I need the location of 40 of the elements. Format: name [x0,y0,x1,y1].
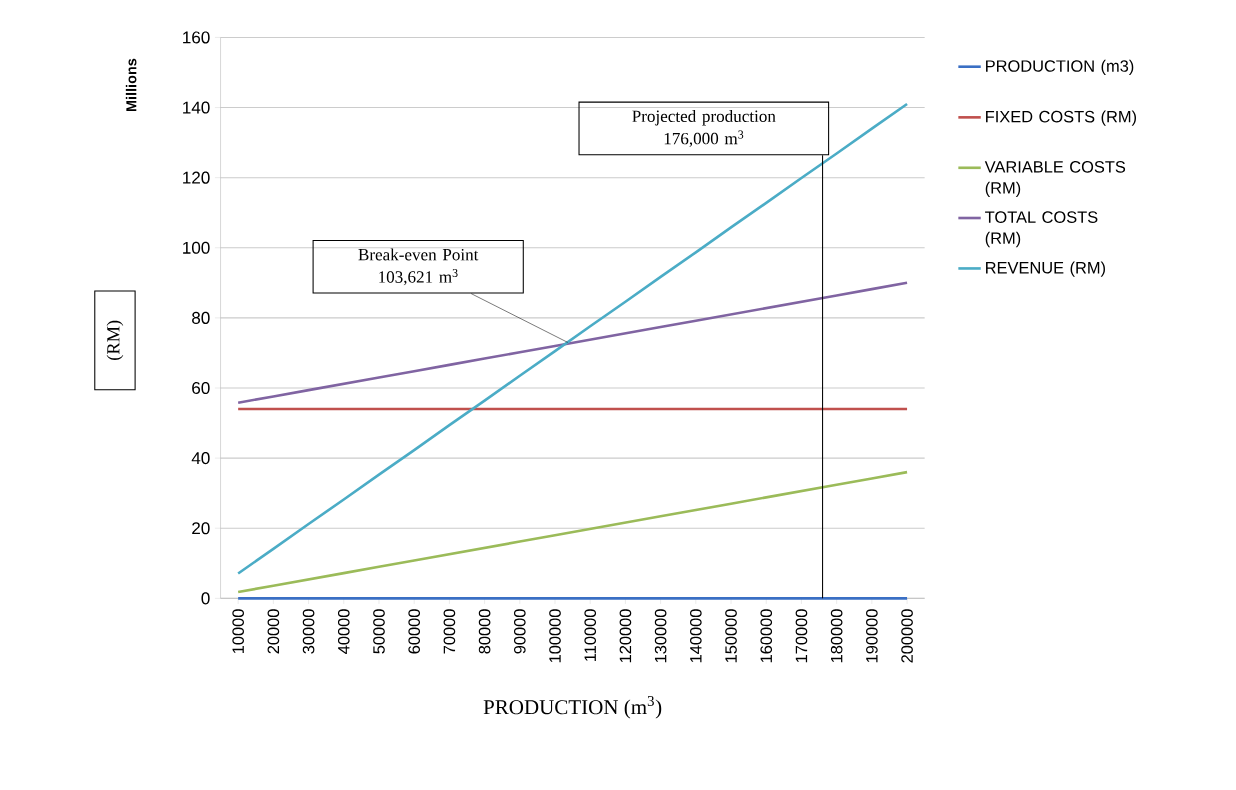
y-tick-label: 80 [192,311,210,324]
ref-line-label: Projected production 176,000 m$^{3}$ [632,109,776,147]
text: Millions [125,58,137,111]
legend-label: FIXED COSTS (RM) [986,110,1137,126]
x-tick-label: 60000 [408,609,420,654]
x-tick-label: 100000 [549,609,561,663]
x-tick-label: 80000 [478,609,491,654]
line-series [236,102,909,575]
x-tick-label: 30000 [302,609,315,654]
legend-label: REVENUE (RM) [986,261,1105,277]
y-tick-label: 0 [201,592,210,605]
x-tick-label: 130000 [654,609,667,663]
y-axis-title: (RM) [106,320,124,360]
y-tick-label: 40 [191,452,210,465]
legend-label: VARIABLE COSTS (RM) [984,161,1126,197]
y-tick-label: 100 [183,241,210,254]
x-tick-label: 160000 [760,609,773,663]
y-tick-label: 160 [183,31,210,44]
legend-label: TOTAL COSTS (RM) [985,211,1098,248]
x-tick-label: 50000 [373,609,385,654]
x-tick-label: 40000 [337,609,350,654]
x-tick-label: 190000 [866,609,878,663]
x-axis-title: PRODUCTION (m$^{3}$) [483,695,662,719]
y-tick-label: 20 [192,522,210,535]
x-tick-label: 10000 [232,609,244,653]
x-tick-label: 90000 [514,609,526,654]
x-tick-label: 110000 [584,609,597,661]
y-tick-label: 140 [183,101,210,114]
x-tick-label: 120000 [619,609,632,663]
x-tick-label: 200000 [901,609,913,663]
x-tick-label: 70000 [443,609,456,654]
annotation: Break-even Point 103,621 m$^{3}$ [358,248,479,286]
x-tick-label: 180000 [830,609,843,663]
legend-label: PRODUCTION (m3) [986,59,1134,76]
y-tick-label: 60 [192,381,210,394]
x-tick-label: 20000 [267,609,280,654]
x-tick-label: 140000 [690,609,702,663]
x-tick-label: 150000 [725,609,737,663]
x-tick-label: 170000 [795,609,808,663]
y-tick-label: 120 [183,171,210,184]
